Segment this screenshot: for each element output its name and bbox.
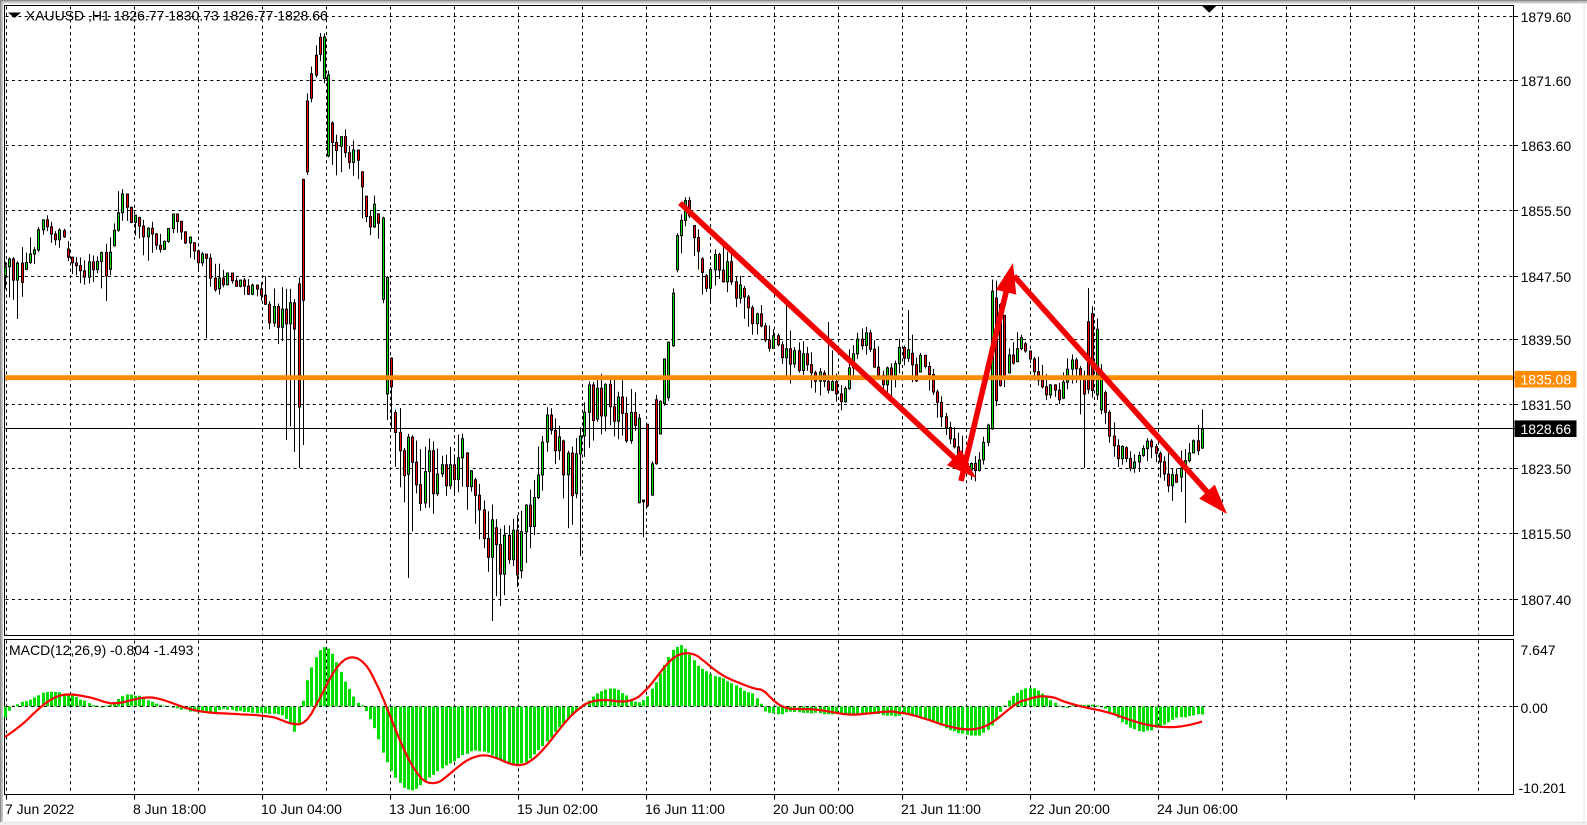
svg-text:1835.08: 1835.08 — [1521, 371, 1572, 387]
svg-text:XAUUSD ,H1 1826.77 1830.73 182: XAUUSD ,H1 1826.77 1830.73 1826.77 1828.… — [26, 7, 328, 23]
svg-text:1831.50: 1831.50 — [1521, 397, 1572, 413]
svg-text:1807.40: 1807.40 — [1521, 592, 1572, 608]
svg-text:10 Jun 04:00: 10 Jun 04:00 — [261, 801, 342, 817]
svg-text:1823.50: 1823.50 — [1521, 461, 1572, 477]
svg-text:1815.50: 1815.50 — [1521, 526, 1572, 542]
svg-text:7 Jun 2022: 7 Jun 2022 — [5, 801, 74, 817]
svg-text:1871.60: 1871.60 — [1521, 73, 1572, 89]
svg-text:24 Jun 06:00: 24 Jun 06:00 — [1157, 801, 1238, 817]
svg-text:1855.50: 1855.50 — [1521, 203, 1572, 219]
svg-text:MACD(12,26,9) -0.804 -1.493: MACD(12,26,9) -0.804 -1.493 — [9, 642, 194, 658]
svg-text:1828.66: 1828.66 — [1521, 421, 1572, 437]
svg-text:0.00: 0.00 — [1521, 700, 1548, 716]
svg-text:1839.50: 1839.50 — [1521, 332, 1572, 348]
svg-text:1879.60: 1879.60 — [1521, 9, 1572, 25]
svg-text:1847.50: 1847.50 — [1521, 269, 1572, 285]
svg-text:21 Jun 11:00: 21 Jun 11:00 — [901, 801, 981, 817]
svg-text:20 Jun 00:00: 20 Jun 00:00 — [773, 801, 854, 817]
svg-text:22 Jun 20:00: 22 Jun 20:00 — [1029, 801, 1110, 817]
svg-text:7.647: 7.647 — [1521, 642, 1556, 658]
svg-text:16 Jun 11:00: 16 Jun 11:00 — [645, 801, 725, 817]
svg-text:-10.201: -10.201 — [1519, 780, 1567, 796]
svg-text:8 Jun 18:00: 8 Jun 18:00 — [133, 801, 206, 817]
svg-text:15 Jun 02:00: 15 Jun 02:00 — [517, 801, 598, 817]
svg-text:1863.60: 1863.60 — [1521, 138, 1572, 154]
svg-text:13 Jun 16:00: 13 Jun 16:00 — [389, 801, 470, 817]
